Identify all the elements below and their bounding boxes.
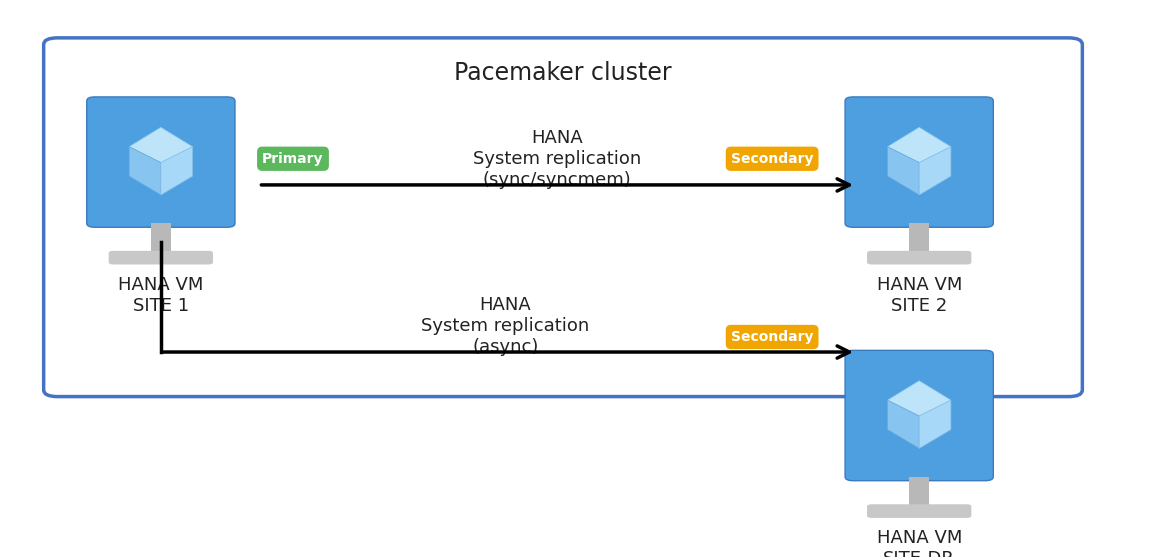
Bar <box>909 223 930 258</box>
Polygon shape <box>887 128 951 163</box>
Polygon shape <box>887 146 919 195</box>
FancyBboxPatch shape <box>853 354 986 416</box>
Text: HANA
System replication
(sync/syncmem): HANA System replication (sync/syncmem) <box>473 129 641 189</box>
Polygon shape <box>919 146 951 195</box>
Bar <box>151 223 171 258</box>
FancyBboxPatch shape <box>109 251 213 265</box>
Polygon shape <box>129 128 193 163</box>
Text: HANA
System replication
(async): HANA System replication (async) <box>422 296 589 356</box>
FancyBboxPatch shape <box>853 416 986 477</box>
Bar <box>904 506 934 514</box>
FancyBboxPatch shape <box>853 162 986 223</box>
FancyBboxPatch shape <box>95 101 228 162</box>
FancyBboxPatch shape <box>846 350 993 481</box>
FancyBboxPatch shape <box>44 38 1082 397</box>
Text: Primary: Primary <box>262 152 324 166</box>
Bar <box>909 477 930 511</box>
Text: Secondary: Secondary <box>731 330 813 344</box>
Polygon shape <box>129 146 161 195</box>
FancyBboxPatch shape <box>95 162 228 223</box>
FancyBboxPatch shape <box>867 504 971 518</box>
FancyBboxPatch shape <box>853 101 986 162</box>
FancyBboxPatch shape <box>846 97 993 227</box>
FancyBboxPatch shape <box>867 251 971 265</box>
Polygon shape <box>887 400 919 448</box>
Polygon shape <box>161 146 193 195</box>
FancyBboxPatch shape <box>87 97 236 227</box>
Bar <box>146 252 176 260</box>
Text: HANA VM
SITE 1: HANA VM SITE 1 <box>118 276 203 315</box>
Text: Secondary: Secondary <box>731 152 813 166</box>
Polygon shape <box>919 400 951 448</box>
Text: HANA VM
SITE-DR: HANA VM SITE-DR <box>877 529 962 557</box>
Bar <box>904 252 934 260</box>
Text: HANA VM
SITE 2: HANA VM SITE 2 <box>877 276 962 315</box>
Text: Pacemaker cluster: Pacemaker cluster <box>454 61 672 85</box>
Polygon shape <box>887 381 951 416</box>
